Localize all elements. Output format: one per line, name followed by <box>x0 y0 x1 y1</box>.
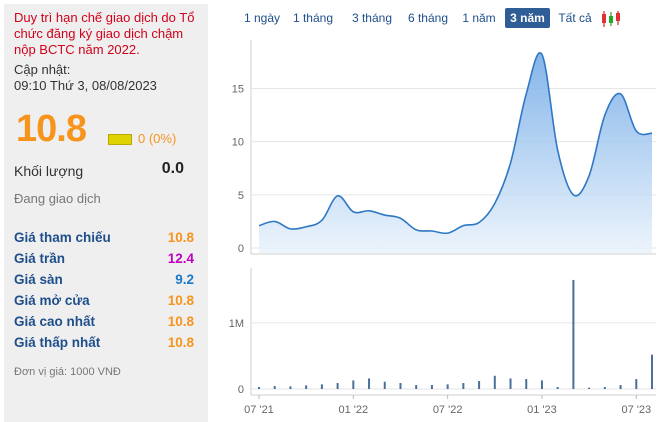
volume-bar <box>305 385 308 389</box>
volume-bar <box>478 381 481 389</box>
volume-bar <box>258 387 260 389</box>
stat-value-high: 10.8 <box>167 314 194 329</box>
volume-y-tick-label: 0 <box>238 384 244 396</box>
volume-bar <box>572 279 575 389</box>
stat-label-low: Giá thấp nhất <box>14 335 101 350</box>
stat-value-reference: 10.8 <box>167 230 194 245</box>
stat-label-ceiling: Giá trần <box>14 251 66 266</box>
tab-1-month[interactable]: 1 tháng <box>292 11 334 25</box>
x-tick-label: 07 '22 <box>433 404 463 416</box>
stat-label-open: Giá mở cửa <box>14 293 90 308</box>
price-y-tick-label: 10 <box>232 137 244 149</box>
volume-bar <box>651 354 653 389</box>
stat-label-reference: Giá tham chiếu <box>14 230 111 245</box>
volume-bar <box>619 385 622 389</box>
price-y-tick-label: 15 <box>232 84 244 96</box>
volume-y-tick-label: 1M <box>229 318 244 330</box>
quote-panel <box>4 4 208 422</box>
price-unit-note: Đơn vị giá: 1000 VNĐ <box>14 366 121 378</box>
volume-bar <box>336 383 339 389</box>
trading-restriction-notice: Duy trì hạn chế giao dịch do Tổ chức đăn… <box>14 10 195 57</box>
tab-3-months[interactable]: 3 tháng <box>351 11 393 25</box>
volume-bar <box>525 379 528 389</box>
candlestick-icon[interactable] <box>600 10 622 28</box>
stat-value-open: 10.8 <box>167 293 194 308</box>
volume-bar <box>430 385 433 389</box>
updated-time: 09:10 Thứ 3, 08/08/2023 <box>14 78 157 93</box>
tab-1-year[interactable]: 1 năm <box>462 11 496 25</box>
volume-bar <box>399 383 402 389</box>
price-y-tick-label: 0 <box>238 243 244 255</box>
volume-value: 0.0 <box>161 160 184 177</box>
volume-bar <box>509 378 512 389</box>
volume-bar <box>540 380 543 389</box>
volume-bar <box>415 385 418 389</box>
no-change-icon <box>108 134 132 145</box>
price-y-tick-label: 5 <box>238 190 244 202</box>
volume-bars <box>258 279 653 389</box>
stat-value-low: 10.8 <box>167 335 194 350</box>
volume-bar <box>352 380 355 389</box>
current-price: 10.8 <box>16 108 87 150</box>
volume-bar <box>289 386 292 389</box>
volume-bar <box>320 384 323 389</box>
price-line <box>258 51 653 235</box>
timeframe-tabs: 1 ngày 1 tháng 3 tháng 6 tháng 1 năm 3 n… <box>240 8 660 30</box>
x-tick-label: 01 '22 <box>338 404 368 416</box>
price-change: 0 (0%) <box>138 131 177 146</box>
axis-labels: 0 5 10 15 0 1M 07 '21 01 '22 07 '22 01 '23 07 '23 <box>229 84 651 416</box>
volume-bar <box>462 383 465 389</box>
volume-bar <box>383 381 386 389</box>
x-tick-label: 07 '23 <box>621 404 651 416</box>
stat-label-floor: Giá sàn <box>14 272 63 287</box>
volume-label: Khối lượng <box>14 163 84 179</box>
volume-bar <box>588 387 591 389</box>
tab-1-day[interactable]: 1 ngày <box>243 11 281 25</box>
volume-bar <box>368 378 371 389</box>
price-area-fill <box>259 52 652 254</box>
volume-bar <box>446 384 449 389</box>
volume-bar <box>635 379 638 389</box>
stat-value-ceiling: 12.4 <box>167 251 194 266</box>
volume-bar <box>556 387 559 389</box>
stat-label-high: Giá cao nhất <box>14 314 96 329</box>
trading-status: Đang giao dịch <box>14 191 101 206</box>
volume-bar <box>273 386 276 389</box>
x-tick-label: 01 '23 <box>527 404 557 416</box>
tab-all[interactable]: Tất cả <box>558 11 592 25</box>
updated-label: Cập nhật: <box>14 62 71 77</box>
x-tick-label: 07 '21 <box>244 404 274 416</box>
volume-bar <box>603 387 606 389</box>
stat-value-floor: 9.2 <box>175 272 194 287</box>
volume-bar <box>493 375 496 389</box>
tab-3-years[interactable]: 3 năm <box>505 8 550 28</box>
tab-6-months[interactable]: 6 tháng <box>407 11 449 25</box>
